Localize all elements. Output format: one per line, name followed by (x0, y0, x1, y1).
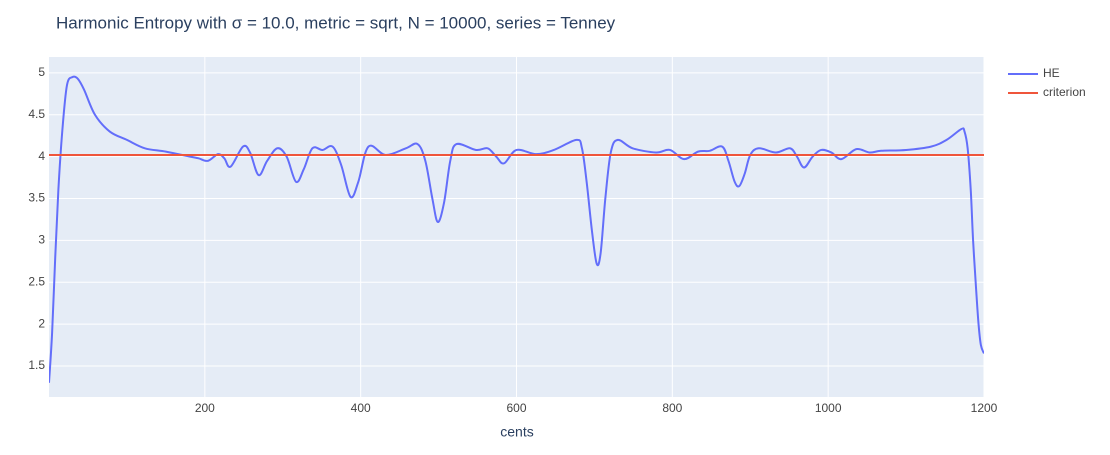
x-tick-label: 1200 (971, 401, 998, 415)
y-tick-label: 2.5 (28, 274, 45, 288)
x-tick-label: 600 (506, 401, 526, 415)
y-tick-label: 5 (38, 65, 45, 79)
y-tick-label: 4.5 (28, 107, 45, 121)
x-axis-title: cents (500, 424, 533, 440)
legend-label: HE (1043, 66, 1060, 80)
y-tick-label: 1.5 (28, 358, 45, 372)
series-line (49, 75, 984, 383)
y-tick-label: 4 (38, 149, 45, 163)
y-tick-label: 3 (38, 233, 45, 247)
x-tick-label: 200 (195, 401, 215, 415)
chart-title: Harmonic Entropy with σ = 10.0, metric =… (56, 13, 616, 32)
x-tick-label: 400 (351, 401, 371, 415)
y-tick-label: 3.5 (28, 191, 45, 205)
legend-label: criterion (1043, 85, 1086, 99)
x-tick-label: 1000 (815, 401, 842, 415)
x-tick-label: 800 (662, 401, 682, 415)
y-tick-label: 2 (38, 316, 45, 330)
